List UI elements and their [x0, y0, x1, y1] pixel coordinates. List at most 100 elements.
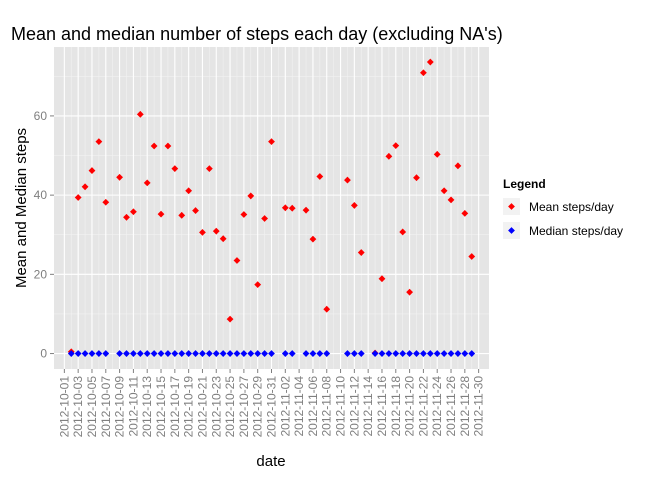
mean-point [130, 208, 137, 216]
mean-point [74, 194, 82, 201]
median-series [67, 350, 476, 357]
median-point [226, 350, 234, 357]
y-axis: 0 20 40 60 [34, 109, 54, 361]
x-tick-label: 2012-11-24 [430, 376, 444, 437]
legend-marker-mean [508, 203, 515, 210]
median-point [344, 350, 351, 357]
mean-point [461, 209, 469, 217]
mean-point [323, 305, 331, 313]
mean-point [378, 275, 386, 283]
x-tick-label: 2012-11-16 [375, 376, 389, 437]
mean-point [240, 211, 248, 218]
x-tick-label: 2012-11-20 [403, 376, 417, 437]
x-tick-label: 2012-11-04 [292, 376, 306, 437]
x-tick-label: 2012-10-29 [251, 376, 265, 438]
mean-series [67, 58, 476, 357]
median-point [447, 350, 455, 357]
median-point [468, 350, 476, 357]
mean-point [261, 215, 268, 222]
x-tick-label: 2012-11-30 [472, 376, 486, 437]
y-tick-label: 0 [40, 347, 47, 361]
mean-point [185, 187, 193, 195]
median-point [378, 350, 386, 357]
mean-point [302, 206, 310, 214]
mean-point [123, 213, 130, 221]
legend-marker-median [508, 227, 515, 234]
median-point [440, 350, 448, 357]
legend-title: Legend [503, 177, 546, 191]
median-point [123, 350, 130, 357]
median-point [454, 350, 462, 357]
mean-point [413, 174, 420, 182]
median-point [233, 350, 241, 357]
mean-point [420, 69, 427, 77]
mean-point [254, 281, 262, 289]
mean-point [426, 58, 434, 66]
median-point [385, 350, 393, 357]
median-point [350, 350, 358, 357]
x-tick-label: 2012-10-05 [85, 376, 99, 438]
x-tick-label: 2012-10-09 [113, 376, 127, 438]
median-point [116, 350, 123, 357]
legend: Legend Mean steps/day Median steps/day [503, 177, 623, 239]
mean-point [247, 192, 255, 200]
median-point [88, 350, 96, 357]
x-tick-label: 2012-11-08 [320, 376, 334, 437]
x-tick-label: 2012-11-02 [278, 376, 292, 437]
mean-point [226, 315, 234, 323]
median-point [247, 350, 255, 357]
legend-label-median: Median steps/day [529, 224, 623, 238]
mean-point [392, 142, 400, 150]
median-point [420, 350, 427, 357]
median-point [406, 350, 413, 357]
chart-title: Mean and median number of steps each day… [11, 24, 503, 44]
median-point [157, 350, 165, 357]
y-tick-label: 20 [34, 267, 48, 281]
x-tick-label: 2012-11-10 [334, 376, 348, 437]
median-point [323, 350, 331, 357]
median-point [399, 350, 407, 357]
median-point [143, 350, 151, 357]
y-tick-label: 40 [34, 188, 48, 202]
median-point [81, 350, 89, 357]
mean-point [95, 138, 103, 146]
mean-point [102, 198, 110, 206]
median-point [268, 350, 275, 357]
median-point [171, 350, 179, 357]
median-point [212, 350, 220, 357]
x-tick-label: 2012-10-01 [57, 376, 71, 438]
median-point [413, 350, 420, 357]
mean-point [385, 152, 393, 160]
x-tick-label: 2012-11-18 [389, 376, 403, 437]
mean-point [88, 167, 96, 174]
median-point [433, 350, 441, 357]
x-tick-label: 2012-11-22 [416, 376, 430, 437]
mean-point [316, 173, 324, 180]
x-tick-label: 2012-10-31 [265, 376, 279, 438]
median-point [461, 350, 469, 357]
median-point [192, 350, 199, 357]
x-tick-label: 2012-10-15 [154, 376, 168, 438]
mean-point [143, 179, 151, 187]
mean-point [357, 249, 365, 256]
mean-point [205, 165, 213, 172]
median-point [240, 350, 248, 357]
x-tick-label: 2012-10-21 [195, 376, 209, 438]
mean-point [233, 257, 241, 264]
median-point [254, 350, 262, 357]
mean-point [454, 162, 462, 170]
mean-point [399, 228, 407, 236]
major-grid [54, 47, 489, 369]
mean-point [178, 211, 186, 219]
x-tick-label: 2012-11-12 [347, 376, 361, 437]
median-point [95, 350, 103, 357]
median-point [316, 350, 324, 357]
x-axis: 2012-10-01 2012-10-03 2012-10-05 2012-10-07… [57, 369, 486, 438]
mean-point [433, 150, 441, 158]
median-point [130, 350, 137, 357]
mean-point [171, 165, 179, 172]
median-point [185, 350, 193, 357]
median-point [392, 350, 400, 357]
median-point [136, 350, 144, 357]
x-tick-label: 2012-10-13 [140, 376, 154, 438]
